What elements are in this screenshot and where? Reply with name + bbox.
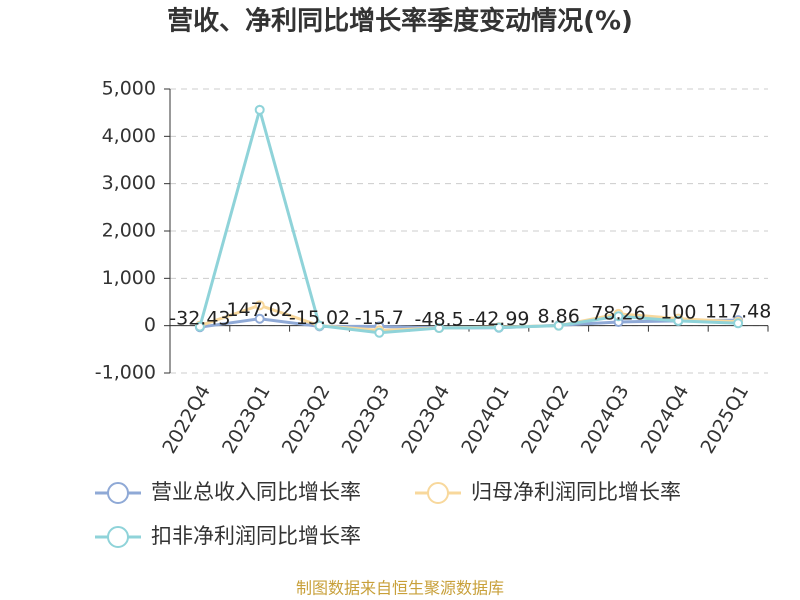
data-label: -15.02 (289, 307, 350, 329)
x-tick-label: 2024Q3 (577, 381, 634, 457)
legend-label: 营业总收入同比增长率 (151, 480, 361, 504)
series-line (198, 104, 739, 335)
data-label: 78.26 (591, 302, 645, 324)
data-label: -42.99 (468, 308, 529, 330)
y-tick-label: 2,000 (102, 220, 156, 242)
y-tick-label: 5,000 (102, 78, 156, 100)
source-note: 制图数据来自恒生聚源数据库 (296, 579, 504, 598)
data-label: 147.02 (226, 299, 292, 321)
x-tick-label: 2023Q4 (397, 381, 454, 457)
series-point (434, 323, 445, 334)
x-tick-label: 2023Q2 (278, 381, 335, 457)
series-point (374, 327, 385, 338)
data-label: 8.86 (538, 306, 580, 328)
legend-marker (107, 526, 129, 548)
data-label: -32.43 (169, 308, 230, 330)
series-point (254, 104, 265, 115)
legend-marker (427, 482, 449, 504)
legend-label: 扣非净利润同比增长率 (151, 524, 361, 548)
x-tick-label: 2022Q4 (158, 381, 215, 457)
series-point (254, 300, 265, 311)
x-tick-label: 2023Q3 (338, 381, 395, 457)
chart-title: 营收、净利同比增长率季度变动情况(%) (167, 6, 633, 37)
x-tick-label: 2023Q1 (218, 381, 275, 457)
data-label: -48.5 (415, 308, 464, 330)
series-point (733, 318, 744, 329)
x-tick-label: 2024Q2 (517, 381, 574, 457)
series-point (314, 320, 325, 331)
series-point (493, 322, 504, 333)
data-label: 117.48 (705, 301, 771, 323)
x-tick-label: 2024Q1 (457, 381, 514, 457)
y-tick-label: 0 (144, 314, 156, 336)
x-tick-label: 2024Q4 (637, 381, 694, 457)
x-tick-label: 2025Q1 (696, 381, 753, 457)
data-label: 100 (660, 301, 696, 323)
y-tick-label: 3,000 (102, 172, 156, 194)
series-point (673, 315, 684, 326)
y-tick-label: 4,000 (102, 125, 156, 147)
legend-label: 归母净利润同比增长率 (471, 480, 681, 504)
series-point (194, 321, 205, 332)
series-point (254, 313, 265, 324)
legend-marker (107, 482, 129, 504)
y-tick-label: -1,000 (95, 362, 156, 384)
series-point (613, 311, 624, 322)
y-tick-label: 1,000 (102, 267, 156, 289)
data-label: -15.7 (355, 307, 404, 329)
series-point (553, 320, 564, 331)
